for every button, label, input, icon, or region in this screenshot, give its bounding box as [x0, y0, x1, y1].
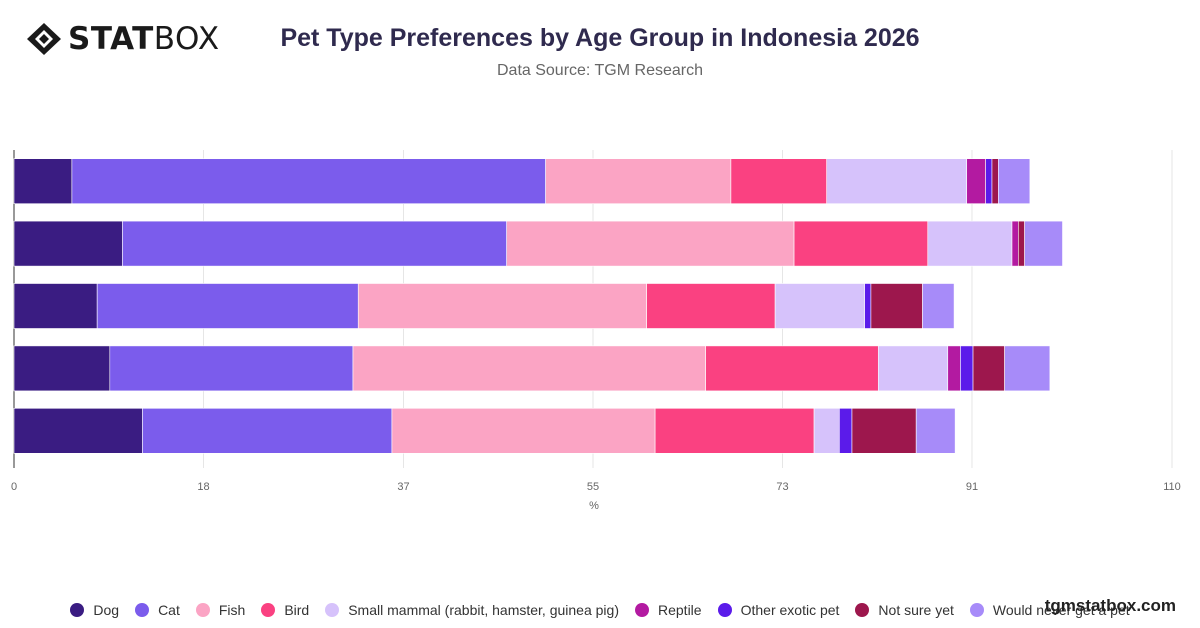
bar-segment-bird-row3[interactable]: [646, 283, 776, 329]
legend-label: Dog: [93, 602, 120, 618]
bar-segment-fish-row1[interactable]: [545, 158, 732, 204]
statbox-logo: STATBOX: [26, 22, 220, 56]
bar-segment-fish-row3[interactable]: [357, 283, 647, 329]
x-axis: 0 18 37 55 73 91 110: [11, 481, 1181, 493]
chart-legend: Dog Cat Fish Bird Small mammal (rabbit, hams…: [0, 602, 1200, 618]
x-tick-label: 18: [197, 481, 209, 493]
legend-item[interactable]: Small mammal (rabbit, hamster, guinea pi…: [325, 602, 619, 618]
bar-segment-dog-row4[interactable]: [13, 345, 111, 392]
bar-segment-other-row5[interactable]: [839, 407, 853, 454]
diamond-logo-icon: [27, 23, 61, 55]
logo-wordmark: STATBOX: [68, 22, 220, 56]
bar-segment-cat-row3[interactable]: [96, 283, 359, 329]
legend-item[interactable]: Would never get a pet: [969, 602, 1130, 618]
bar-segment-dog-row2[interactable]: [13, 220, 123, 267]
legend-label: Bird: [284, 602, 310, 618]
legend-dot-icon: [70, 603, 85, 617]
bar-segment-would-row4[interactable]: [1004, 345, 1051, 392]
bar-segment-bird-row5[interactable]: [654, 407, 815, 454]
bar-segment-not-row2[interactable]: [1018, 220, 1025, 267]
bar-segment-other-row4[interactable]: [960, 345, 974, 392]
legend-label: Cat: [158, 602, 180, 618]
bar-segment-bird-row2[interactable]: [793, 220, 929, 267]
x-tick-label: 55: [587, 481, 599, 493]
legend-item[interactable]: Fish: [195, 602, 246, 618]
bar-segment-would-row5[interactable]: [915, 407, 956, 454]
bar-segment-other-row1[interactable]: [985, 158, 993, 204]
bar-segment-reptile-row4[interactable]: [947, 345, 961, 392]
legend-label: Small mammal (rabbit, hamster, guinea pi…: [348, 602, 619, 618]
chart-subtitle: Data Source: TGM Research: [496, 62, 703, 79]
bar-segment-cat-row5[interactable]: [142, 407, 393, 454]
bar-segment-would-row2[interactable]: [1024, 220, 1063, 267]
bar-segment-not-row3[interactable]: [870, 283, 923, 329]
legend-label: Fish: [218, 602, 246, 618]
bar-segment-reptile-row1[interactable]: [966, 158, 986, 204]
bar-segment-small-row2[interactable]: [927, 220, 1013, 267]
legend-dot-icon: [717, 603, 732, 617]
bar-segment-fish-row2[interactable]: [506, 220, 795, 267]
bar-segment-cat-row4[interactable]: [109, 345, 354, 392]
bar-segment-dog-row1[interactable]: [13, 158, 73, 204]
bar-segment-small-row3[interactable]: [774, 283, 865, 329]
legend-dot-icon: [325, 603, 340, 617]
bar-segment-other-row3[interactable]: [864, 283, 872, 329]
watermark: tgmstatbox.com: [1044, 596, 1176, 615]
bar-segment-bird-row4[interactable]: [705, 345, 879, 392]
bar-segment-dog-row3[interactable]: [13, 283, 98, 329]
chart-title: Pet Type Preferences by Age Group in Ind…: [280, 24, 920, 52]
bar-segment-bird-row1[interactable]: [730, 158, 828, 204]
bar-segment-fish-row4[interactable]: [352, 345, 706, 392]
legend-item[interactable]: Not sure yet: [855, 602, 954, 618]
x-tick-label: 37: [397, 481, 409, 493]
legend-label: Would never get a pet: [992, 602, 1130, 618]
legend-dot-icon: [195, 603, 210, 617]
x-tick-label: 91: [966, 481, 978, 493]
bar-segment-small-row4[interactable]: [877, 345, 949, 392]
bar-segment-would-row3[interactable]: [922, 283, 955, 329]
bar-segment-cat-row1[interactable]: [71, 158, 546, 204]
x-axis-label: %: [589, 500, 599, 512]
bar-segment-cat-row2[interactable]: [122, 220, 507, 267]
bars: [13, 158, 1063, 454]
bar-segment-not-row5[interactable]: [851, 407, 917, 454]
x-tick-label: 110: [1163, 481, 1181, 493]
legend-dot-icon: [969, 603, 984, 617]
legend-dot-icon: [135, 603, 150, 617]
legend-item[interactable]: Other exotic pet: [717, 602, 840, 618]
bar-segment-fish-row5[interactable]: [391, 407, 656, 454]
logo-wordmark-bold: STAT: [68, 21, 154, 57]
bar-segment-small-row1[interactable]: [826, 158, 968, 204]
legend-item[interactable]: Cat: [135, 602, 180, 618]
legend-dot-icon: [855, 603, 870, 617]
bar-segment-reptile-row2[interactable]: [1011, 220, 1019, 267]
legend-label: Reptile: [658, 602, 702, 618]
legend-dot-icon: [261, 603, 276, 617]
logo-wordmark-light: BOX: [153, 21, 220, 57]
x-tick-label: 73: [776, 481, 788, 493]
bar-segment-not-row1[interactable]: [991, 158, 999, 204]
legend-label: Other exotic pet: [740, 602, 840, 618]
bar-segment-not-row4[interactable]: [972, 345, 1005, 392]
legend-label: Not sure yet: [878, 602, 954, 618]
legend-dot-icon: [635, 603, 649, 617]
bar-segment-dog-row5[interactable]: [13, 407, 143, 454]
x-tick-label: 0: [11, 481, 17, 493]
bar-segment-would-row1[interactable]: [997, 158, 1031, 204]
legend-item[interactable]: Bird: [261, 602, 309, 618]
bar-segment-small-row5[interactable]: [813, 407, 840, 454]
legend-item[interactable]: Dog: [70, 602, 119, 618]
legend-item[interactable]: Reptile: [635, 602, 702, 618]
